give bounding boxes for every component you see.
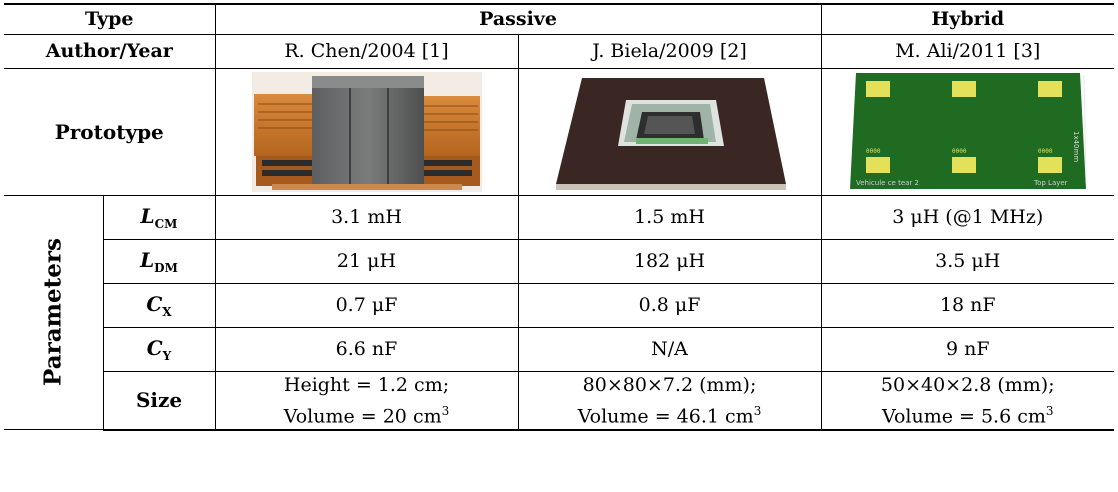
ali-board-dimension-text: 1x40mm	[1072, 131, 1080, 162]
param-row-cy: CY 6.6 nF N/A 9 nF	[4, 327, 1115, 372]
chen-prototype-image	[251, 71, 482, 192]
passive-header: Passive	[214, 3, 822, 35]
size-chen: Height = 1.2 cm; Volume = 20 cm3	[214, 371, 519, 431]
prototype-row: Prototype	[4, 68, 1115, 196]
param-row-size: Size Height = 1.2 cm; Volume = 20 cm3 80…	[4, 371, 1115, 431]
chen-prototype-photo	[214, 68, 519, 196]
param-symbol-cx: CX	[102, 283, 216, 328]
lcm-chen: 3.1 mH	[214, 195, 519, 240]
param-row-ldm: LDM 21 μH 182 μH 3.5 μH	[4, 239, 1115, 284]
size-ali: 50×40×2.8 (mm); Volume = 5.6 cm3	[820, 371, 1115, 431]
cx-chen: 0.7 μF	[214, 283, 519, 328]
type-header: Type	[4, 3, 216, 35]
cx-ali: 18 nF	[820, 283, 1115, 328]
param-symbol-cy: CY	[102, 327, 216, 372]
author-biela: J. Biela/2009 [2]	[517, 34, 822, 69]
parameters-group-label: Parameters	[4, 195, 104, 431]
size-label: Size	[102, 371, 216, 431]
param-symbol-lcm: LCM	[102, 195, 216, 240]
ali-pad-mark-2: 0000	[952, 148, 967, 155]
lcm-biela: 1.5 mH	[517, 195, 822, 240]
author-row: Author/Year R. Chen/2004 [1] J. Biela/20…	[4, 34, 1115, 69]
biela-prototype-image	[551, 71, 788, 192]
author-ali: M. Ali/2011 [3]	[820, 34, 1115, 69]
param-row-cx: CX 0.7 μF 0.8 μF 18 nF	[4, 283, 1115, 328]
author-chen: R. Chen/2004 [1]	[214, 34, 519, 69]
comparison-table-container: Type Passive Hybrid Author/Year R. Chen/…	[4, 3, 1115, 431]
ldm-chen: 21 μH	[214, 239, 519, 284]
param-row-lcm: Parameters LCM 3.1 mH 1.5 mH 3 μH (@1 MH…	[4, 195, 1115, 431]
ldm-ali: 3.5 μH	[820, 239, 1115, 284]
ali-board-label-right: Top Layer	[1033, 179, 1068, 187]
hybrid-header: Hybrid	[820, 3, 1115, 35]
ali-prototype-image: 1x40mm Vehicule ce tear 2 Top Layer 0000…	[847, 70, 1088, 193]
ali-pad-mark-1: 0000	[866, 148, 881, 155]
author-year-header: Author/Year	[4, 34, 216, 69]
lcm-ali: 3 μH (@1 MHz)	[820, 195, 1115, 240]
cy-chen: 6.6 nF	[214, 327, 519, 372]
ali-pad-mark-3: 0000	[1038, 148, 1053, 155]
ldm-biela: 182 μH	[517, 239, 822, 284]
cy-ali: 9 nF	[820, 327, 1115, 372]
cy-biela: N/A	[517, 327, 822, 372]
ali-board-label-left: Vehicule ce tear 2	[856, 179, 919, 187]
type-row: Type Passive Hybrid	[4, 3, 1115, 35]
param-symbol-ldm: LDM	[102, 239, 216, 284]
emi-filter-comparison-table: Type Passive Hybrid Author/Year R. Chen/…	[4, 3, 1115, 431]
biela-prototype-photo	[517, 68, 822, 196]
ali-prototype-photo: 1x40mm Vehicule ce tear 2 Top Layer 0000…	[820, 68, 1115, 196]
size-biela: 80×80×7.2 (mm); Volume = 46.1 cm3	[517, 371, 822, 431]
cx-biela: 0.8 μF	[517, 283, 822, 328]
parameters-vertical-text: Parameters	[39, 238, 67, 387]
prototype-label: Prototype	[4, 68, 216, 196]
